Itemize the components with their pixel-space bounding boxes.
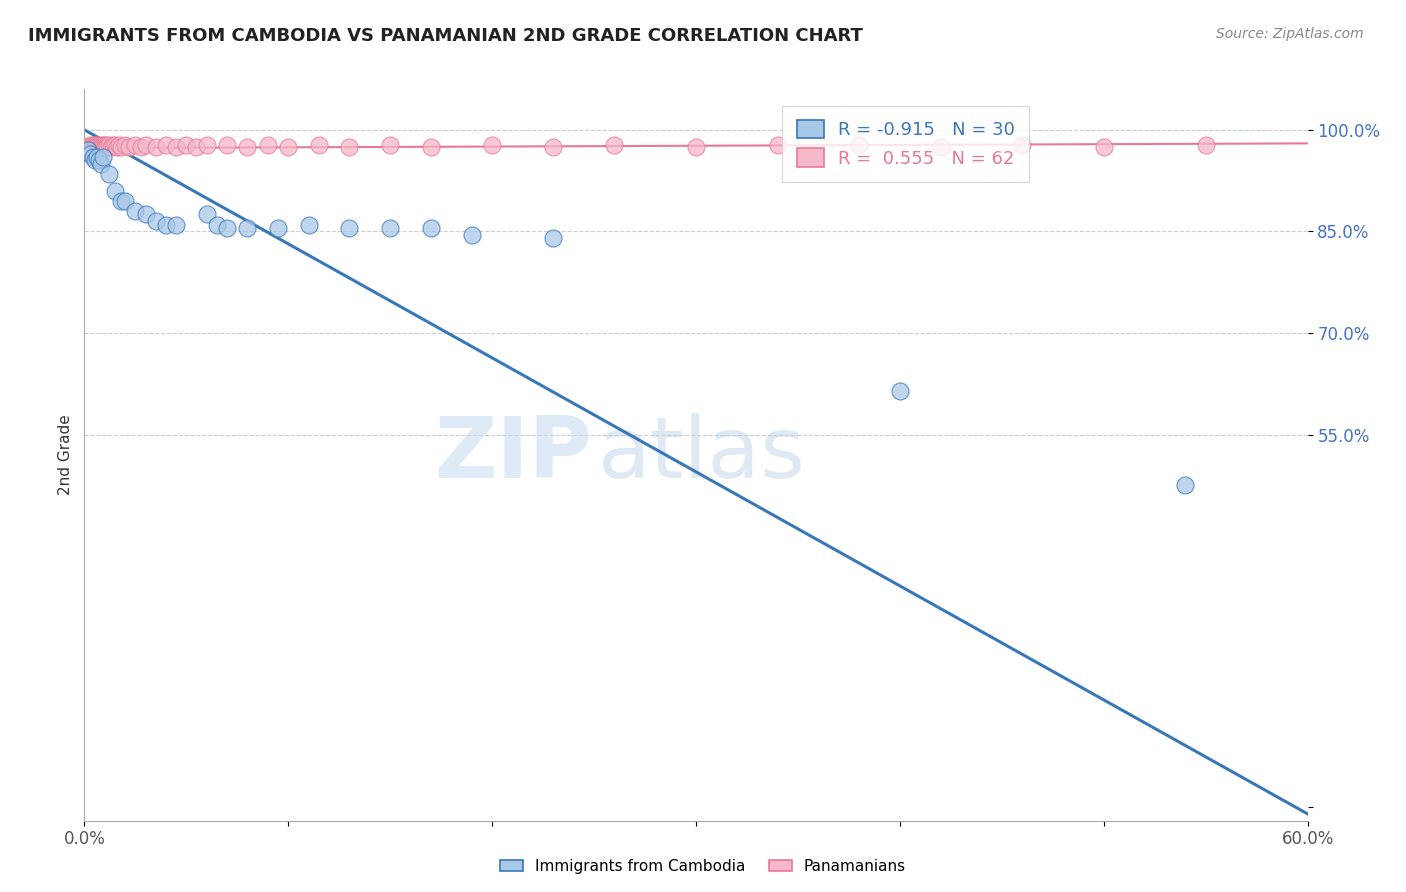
Point <box>277 140 299 154</box>
Point <box>1174 478 1197 492</box>
Text: Source: ZipAtlas.com: Source: ZipAtlas.com <box>1216 27 1364 41</box>
Point <box>135 137 157 152</box>
Point <box>848 137 870 152</box>
Point <box>90 137 112 152</box>
Point <box>165 218 187 232</box>
Point <box>420 221 443 235</box>
Point <box>380 137 402 152</box>
Point <box>186 140 208 154</box>
Point <box>135 207 157 221</box>
Point <box>217 221 239 235</box>
Point <box>124 137 146 152</box>
Point <box>603 137 626 152</box>
Point <box>236 221 259 235</box>
Point <box>77 143 100 157</box>
Point <box>298 218 321 232</box>
Point <box>889 384 911 398</box>
Point <box>86 140 108 154</box>
Point <box>77 140 100 154</box>
Point <box>165 140 187 154</box>
Point <box>100 140 122 154</box>
Point <box>93 137 115 152</box>
Point <box>308 137 330 152</box>
Point <box>217 137 239 152</box>
Point <box>118 140 141 154</box>
Point <box>87 137 110 152</box>
Point <box>420 140 443 154</box>
Point <box>174 137 197 152</box>
Point <box>110 194 132 208</box>
Point <box>114 137 136 152</box>
Point <box>83 142 105 156</box>
Point <box>108 137 131 152</box>
Point <box>131 140 153 154</box>
Point <box>339 140 361 154</box>
Point <box>101 137 124 152</box>
Point <box>1195 137 1218 152</box>
Point <box>481 137 503 152</box>
Point <box>1092 140 1115 154</box>
Point <box>79 140 101 154</box>
Point <box>77 140 100 154</box>
Point <box>97 167 120 181</box>
Point <box>461 227 484 242</box>
Point <box>124 204 146 219</box>
Point <box>766 137 789 152</box>
Point <box>145 214 167 228</box>
Point <box>104 137 127 152</box>
Point <box>83 137 105 152</box>
Point <box>96 137 118 152</box>
Point <box>90 140 112 154</box>
Point <box>155 218 177 232</box>
Point <box>257 137 280 152</box>
Point <box>155 137 177 152</box>
Point <box>79 142 101 156</box>
Point <box>685 140 707 154</box>
Point <box>91 137 114 152</box>
Point <box>91 140 114 154</box>
Point <box>82 140 104 154</box>
Point <box>1399 140 1406 154</box>
Point <box>75 140 97 154</box>
Legend: Immigrants from Cambodia, Panamanians: Immigrants from Cambodia, Panamanians <box>494 853 912 880</box>
Point <box>83 153 105 168</box>
Point <box>93 140 115 154</box>
Point <box>79 137 101 152</box>
Point <box>91 150 114 164</box>
Point <box>380 221 402 235</box>
Point <box>86 150 108 164</box>
Point <box>543 140 565 154</box>
Point <box>195 137 218 152</box>
Legend: R = -0.915   N = 30, R =  0.555   N = 62: R = -0.915 N = 30, R = 0.555 N = 62 <box>782 105 1029 182</box>
Point <box>114 194 136 208</box>
Point <box>339 221 361 235</box>
Point <box>87 140 110 154</box>
Point <box>105 140 128 154</box>
Point <box>205 218 228 232</box>
Point <box>87 153 110 168</box>
Point <box>929 140 952 154</box>
Text: IMMIGRANTS FROM CAMBODIA VS PANAMANIAN 2ND GRADE CORRELATION CHART: IMMIGRANTS FROM CAMBODIA VS PANAMANIAN 2… <box>28 27 863 45</box>
Point <box>82 137 104 152</box>
Point <box>90 157 112 171</box>
Point <box>79 146 101 161</box>
Point <box>86 137 108 152</box>
Point <box>543 231 565 245</box>
Point <box>96 140 118 154</box>
Text: atlas: atlas <box>598 413 806 497</box>
Y-axis label: 2nd Grade: 2nd Grade <box>58 415 73 495</box>
Point <box>82 150 104 164</box>
Point <box>110 140 132 154</box>
Point <box>236 140 259 154</box>
Point <box>83 140 105 154</box>
Point <box>145 140 167 154</box>
Point <box>1011 137 1033 152</box>
Point <box>267 221 290 235</box>
Point <box>104 184 127 198</box>
Point <box>97 137 120 152</box>
Text: ZIP: ZIP <box>434 413 592 497</box>
Point <box>195 207 218 221</box>
